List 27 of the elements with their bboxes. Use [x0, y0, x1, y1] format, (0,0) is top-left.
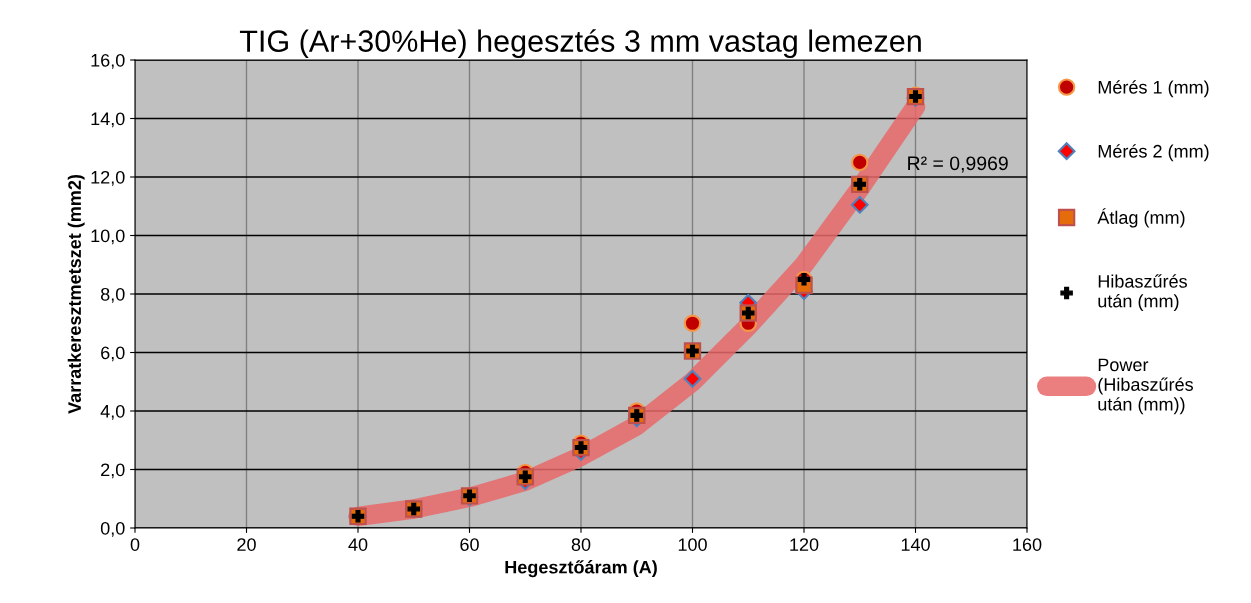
x-tick-label: 160: [1013, 538, 1042, 551]
x-tick-label: 140: [901, 538, 930, 551]
y-tick-label: 0,0: [100, 521, 125, 537]
y-tick-label: 4,0: [100, 404, 125, 420]
y-tick-label: 12,0: [91, 170, 125, 186]
y-axis-title: Varratkeresztmetszet (mm2): [67, 174, 85, 414]
chart-title: TIG (Ar+30%He) hegesztés 3 mm vastag lemezen: [239, 29, 921, 59]
legend-label: Mérés 2 (mm): [1098, 144, 1209, 162]
legend-label: Hibaszűrés után (mm): [1098, 274, 1187, 312]
annotation: R² = 0,9969: [908, 156, 1008, 173]
x-tick-label: 0: [130, 538, 140, 551]
x-tick-label: 100: [678, 538, 707, 551]
x-axis-title: Hegesztőáram (A): [505, 560, 657, 578]
y-tick-label: 8,0: [100, 287, 125, 303]
legend-label: Power (Hibaszűrés után (mm)): [1098, 358, 1193, 415]
x-tick-label: 20: [237, 538, 256, 551]
x-tick-label: 40: [348, 538, 368, 551]
legend-label: Átlag (mm): [1097, 208, 1185, 228]
x-tick-label: 60: [460, 538, 479, 551]
x-tick-label: 80: [571, 538, 591, 551]
y-tick-label: 10,0: [91, 229, 125, 245]
legend-label: Mérés 1 (mm): [1098, 80, 1209, 98]
x-tick-label: 120: [790, 538, 819, 551]
y-tick-label: 14,0: [91, 112, 125, 128]
y-tick-label: 6,0: [101, 346, 125, 362]
y-tick-label: 2,0: [101, 463, 125, 479]
y-tick-label: 16,0: [91, 53, 125, 69]
